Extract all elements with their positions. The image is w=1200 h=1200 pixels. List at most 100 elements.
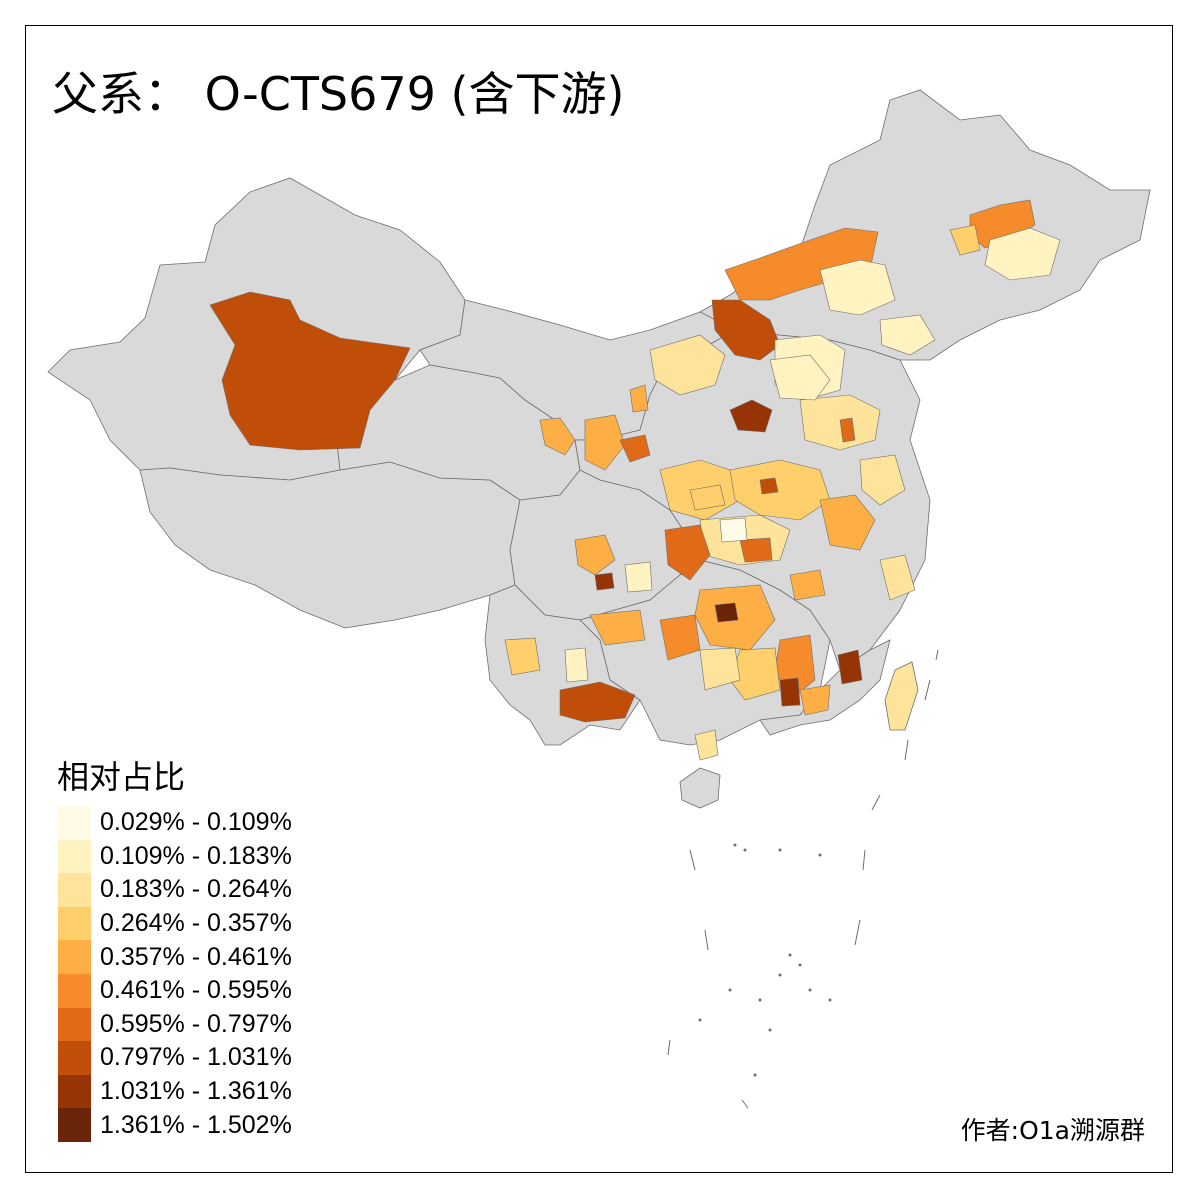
island-dot xyxy=(753,1073,757,1077)
island-dot xyxy=(798,963,802,967)
region-tibet xyxy=(139,461,521,629)
legend-swatch xyxy=(58,1007,91,1042)
region-guangxi xyxy=(559,681,636,723)
region-zhejiang xyxy=(879,554,916,601)
island-line-2 xyxy=(871,794,881,811)
region-yunnan-b xyxy=(564,647,589,683)
island-dot xyxy=(728,988,732,992)
author-credit: 作者:O1a溯源群 xyxy=(960,1116,1145,1145)
legend-item: 0.264% - 0.357% xyxy=(58,906,292,941)
region-guangdong-b xyxy=(799,684,831,716)
legend-swatch xyxy=(58,873,91,907)
legend-item: 1.031% - 1.361% xyxy=(58,1074,292,1109)
legend-item: 0.183% - 0.264% xyxy=(58,873,292,907)
legend-swatch xyxy=(58,1108,91,1142)
region-gansu-b xyxy=(584,414,626,471)
region-ningxia xyxy=(649,334,726,396)
region-misc-4 xyxy=(789,569,826,601)
region-misc-3 xyxy=(624,561,653,593)
legend-label: 1.361% - 1.502% xyxy=(100,1110,292,1139)
legend-label: 0.461% - 0.595% xyxy=(100,976,292,1005)
island-dot xyxy=(758,998,762,1002)
region-hubei-dark xyxy=(739,537,773,563)
island-dot xyxy=(818,853,822,857)
legend-label: 0.595% - 0.797% xyxy=(100,1009,292,1038)
region-sichuan-dark xyxy=(594,572,615,591)
island-dot xyxy=(788,953,792,957)
legend-swatch xyxy=(58,1074,91,1109)
legend-item: 0.595% - 0.797% xyxy=(58,1007,292,1042)
legend-swatch xyxy=(58,839,91,874)
legend-swatch xyxy=(58,973,91,1008)
legend-item: 0.797% - 1.031% xyxy=(58,1041,292,1075)
region-gansu-a xyxy=(539,417,576,456)
island-line-5 xyxy=(854,919,861,946)
legend-item: 0.029% - 0.109% xyxy=(58,806,292,840)
island-dot xyxy=(733,843,737,847)
region-hunan-dark xyxy=(714,602,739,623)
island-dot xyxy=(828,998,832,1002)
legend-label: 0.109% - 0.183% xyxy=(100,841,292,870)
island-line-3 xyxy=(689,849,696,871)
region-yunnan-a xyxy=(504,637,541,676)
region-misc-2 xyxy=(719,517,748,543)
region-jiangxi-dark xyxy=(779,677,801,707)
region-shanxi-dark xyxy=(729,399,773,433)
legend-swatch xyxy=(58,1041,91,1075)
island-line-6 xyxy=(704,929,709,951)
region-im-east xyxy=(819,259,896,316)
legend-item: 0.461% - 0.595% xyxy=(58,973,292,1008)
legend-label: 0.029% - 0.109% xyxy=(100,808,292,837)
region-fujian-dark xyxy=(837,649,863,685)
island-dot xyxy=(778,848,782,852)
region-jl xyxy=(984,227,1061,281)
region-misc-6 xyxy=(694,729,719,761)
legend-swatch xyxy=(58,940,91,974)
legend-swatch xyxy=(58,806,91,840)
region-gansu-c xyxy=(619,434,651,463)
legend-label: 1.031% - 1.361% xyxy=(100,1077,292,1106)
region-im-mid xyxy=(711,299,781,361)
legend-item: 0.109% - 0.183% xyxy=(58,839,292,874)
region-tarim xyxy=(209,291,411,451)
island-dots xyxy=(698,843,832,1077)
legend-label: 0.357% - 0.461% xyxy=(100,942,292,971)
island-dot xyxy=(743,848,747,852)
region-liaoning xyxy=(879,314,936,356)
islands xyxy=(667,649,939,1109)
island-dot xyxy=(698,1018,702,1022)
island-line-8 xyxy=(741,1099,749,1109)
island-line-10 xyxy=(935,649,939,661)
colored-regions xyxy=(209,199,1061,761)
region-henan xyxy=(729,459,831,521)
region-anhui xyxy=(819,494,876,551)
region-jiangsu xyxy=(859,454,906,506)
region-henan-dark xyxy=(759,477,779,495)
legend-item: 0.357% - 0.461% xyxy=(58,940,292,974)
region-hebei xyxy=(769,354,831,401)
region-misc-5 xyxy=(699,647,741,691)
legend-label: 0.797% - 1.031% xyxy=(100,1043,292,1072)
region-misc-1 xyxy=(689,484,726,511)
legend-label: 0.264% - 0.357% xyxy=(100,909,292,938)
region-chongqing xyxy=(664,524,711,581)
island-dot xyxy=(808,988,812,992)
region-jl-b xyxy=(949,224,981,256)
island-line-7 xyxy=(667,1039,671,1056)
region-shandong-dark xyxy=(839,417,856,443)
region-shandong xyxy=(799,394,881,451)
map-title: 父系： O-CTS679 (含下游) xyxy=(52,67,625,121)
legend-item: 1.361% - 1.502% xyxy=(58,1108,292,1142)
legend: 0.029% - 0.109% 0.109% - 0.183% 0.183% - 0… xyxy=(58,806,292,1142)
region-hainan xyxy=(679,767,721,809)
island-line-4 xyxy=(862,849,866,871)
island-line-9 xyxy=(904,739,909,761)
region-qinghai-small xyxy=(629,384,649,413)
region-guizhou xyxy=(589,609,646,646)
island-dot xyxy=(778,973,782,977)
island-line-1 xyxy=(924,679,931,701)
region-taiwan xyxy=(884,661,919,731)
legend-label: 0.183% - 0.264% xyxy=(100,875,292,904)
legend-title: 相对占比 xyxy=(57,758,186,796)
